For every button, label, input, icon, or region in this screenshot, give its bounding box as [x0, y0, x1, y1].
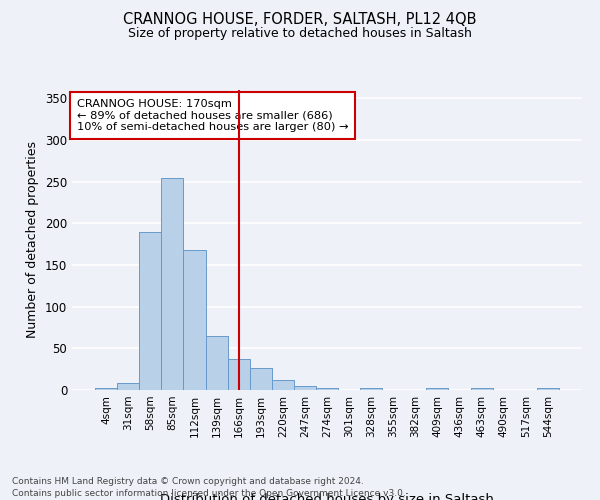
Bar: [206, 336, 227, 390]
Text: Contains public sector information licensed under the Open Government Licence v3: Contains public sector information licen…: [12, 489, 406, 498]
Bar: [470, 388, 493, 390]
Bar: [250, 368, 272, 390]
Bar: [360, 388, 382, 390]
Text: Contains HM Land Registry data © Crown copyright and database right 2024.: Contains HM Land Registry data © Crown c…: [12, 478, 364, 486]
Text: CRANNOG HOUSE: 170sqm
← 89% of detached houses are smaller (686)
10% of semi-det: CRANNOG HOUSE: 170sqm ← 89% of detached …: [77, 99, 349, 132]
Bar: [316, 388, 338, 390]
Bar: [227, 359, 250, 390]
Bar: [139, 232, 161, 390]
Bar: [117, 382, 139, 390]
Text: CRANNOG HOUSE, FORDER, SALTASH, PL12 4QB: CRANNOG HOUSE, FORDER, SALTASH, PL12 4QB: [123, 12, 477, 28]
Bar: [184, 250, 206, 390]
Bar: [537, 388, 559, 390]
X-axis label: Distribution of detached houses by size in Saltash: Distribution of detached houses by size …: [160, 492, 494, 500]
Bar: [427, 388, 448, 390]
Bar: [294, 386, 316, 390]
Text: Size of property relative to detached houses in Saltash: Size of property relative to detached ho…: [128, 28, 472, 40]
Bar: [161, 178, 184, 390]
Bar: [272, 380, 294, 390]
Bar: [95, 388, 117, 390]
Y-axis label: Number of detached properties: Number of detached properties: [26, 142, 40, 338]
